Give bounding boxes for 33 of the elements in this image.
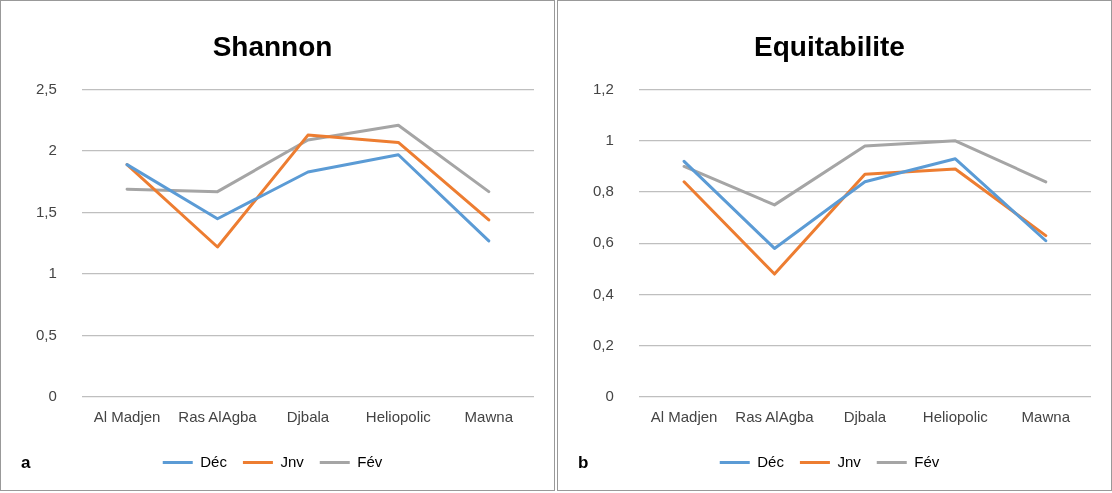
x-tick-label: Mawna	[464, 408, 514, 426]
x-tick-label: Al Madjen	[650, 408, 718, 426]
y-tick-label: 1,2	[592, 79, 614, 97]
x-tick-label: Mawna	[1021, 408, 1071, 426]
y-tick-label: 0	[605, 387, 614, 405]
x-tick-label: Heliopolic	[922, 408, 989, 426]
legend-label: Fév	[357, 452, 383, 470]
y-tick-label: 0,4	[592, 284, 614, 302]
y-tick-label: 0,5	[35, 325, 57, 343]
legend-label: Jnv	[837, 452, 862, 470]
legend-label: Jnv	[280, 452, 305, 470]
x-tick-label: Ras AlAgba	[735, 408, 815, 426]
legend-label: Déc	[200, 452, 228, 470]
y-tick-label: 2	[48, 141, 57, 159]
x-tick-label: Djbala	[286, 408, 330, 426]
y-tick-label: 0,8	[592, 182, 614, 200]
text: a	[21, 453, 31, 472]
legend-label: Fév	[914, 452, 940, 470]
y-tick-label: 0,6	[592, 233, 614, 251]
chart-title: Equitabilite	[754, 30, 905, 62]
y-tick-label: 0	[48, 387, 57, 405]
text: b	[578, 453, 589, 472]
x-tick-label: Heliopolic	[365, 408, 432, 426]
y-tick-label: 1	[48, 264, 57, 282]
y-tick-label: 1,5	[35, 202, 57, 220]
x-tick-label: Djbala	[843, 408, 887, 426]
y-tick-label: 1	[605, 130, 614, 148]
y-tick-label: 2,5	[35, 79, 57, 97]
x-tick-label: Al Madjen	[93, 408, 161, 426]
legend-label: Déc	[757, 452, 785, 470]
x-tick-label: Ras AlAgba	[178, 408, 258, 426]
y-tick-label: 0,2	[592, 335, 614, 353]
chart-title: Shannon	[212, 30, 333, 62]
